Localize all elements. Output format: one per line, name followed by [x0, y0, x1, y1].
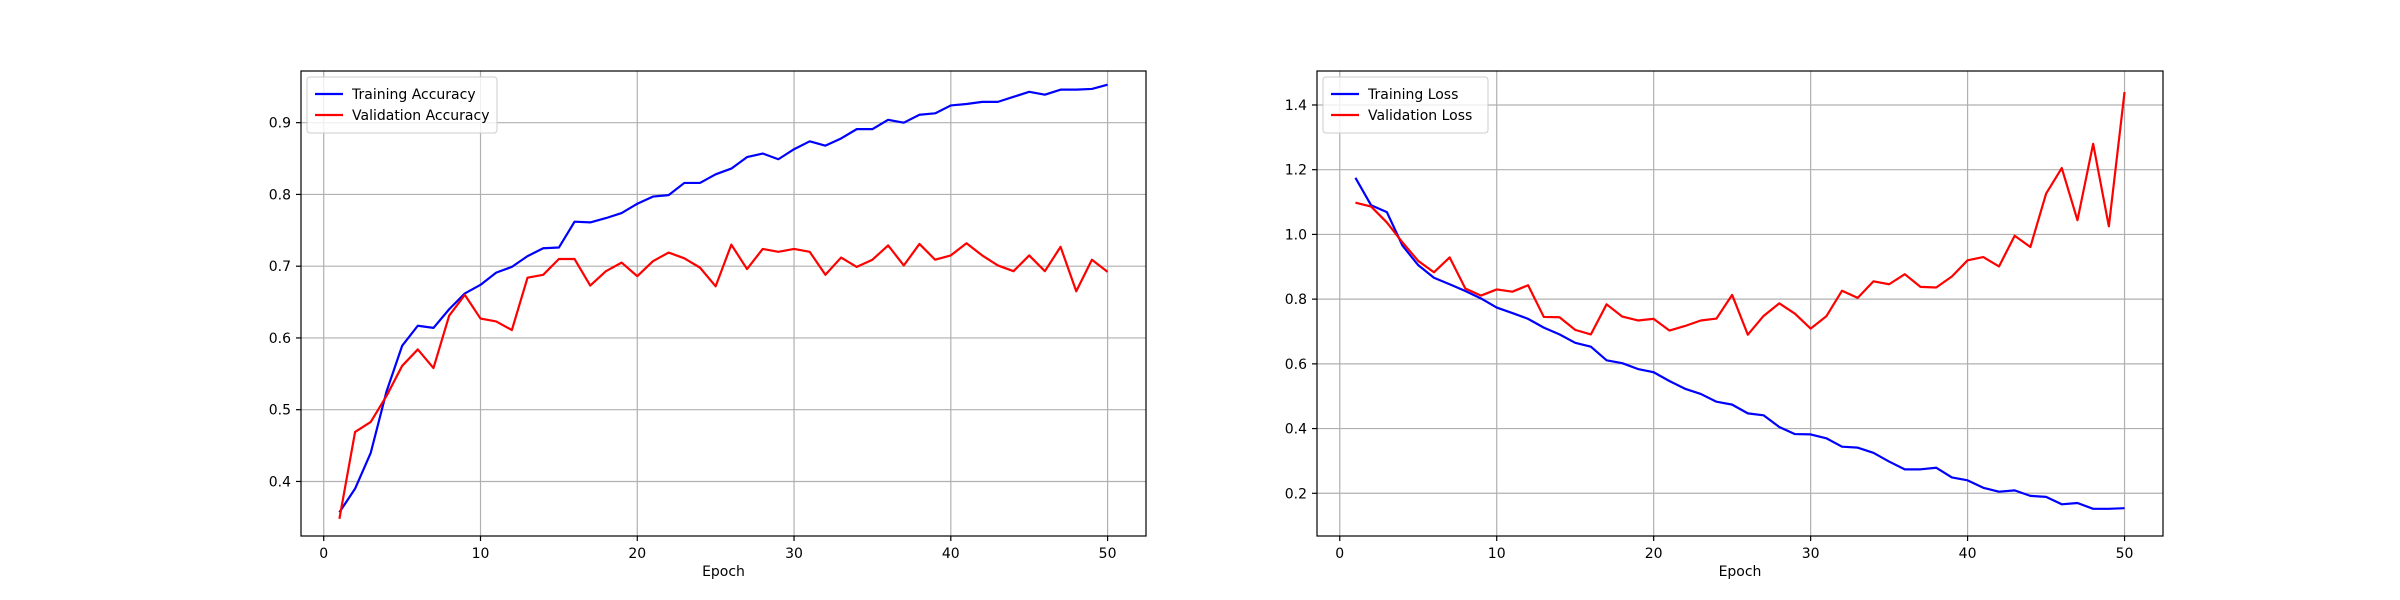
accuracy-x-tick-label: 0 — [319, 546, 328, 562]
accuracy-legend-box — [306, 76, 498, 134]
loss-y-tick-label: 1.0 — [1285, 227, 1307, 243]
loss-series-validation-loss-line — [1355, 91, 2126, 336]
accuracy-y-tick-label: 0.5 — [269, 403, 291, 419]
loss-legend-label-validation-loss: Validation Loss — [1368, 108, 1472, 124]
accuracy-series-validation-accuracy-line — [338, 242, 1109, 519]
accuracy-axes-frame — [300, 70, 1147, 537]
loss-y-tick-label: 0.8 — [1285, 292, 1307, 308]
loss-chart-panel: 0 10 20 30 40 50 0.2 0.4 0.6 0.8 1.0 1.2 1.4 Epoch Tra… — [1285, 70, 2164, 580]
loss-x-axis-label: Epoch — [1719, 564, 1762, 580]
accuracy-legend-label-validation-accuracy: Validation Accuracy — [352, 108, 490, 124]
loss-x-tick-label: 20 — [1645, 546, 1663, 562]
accuracy-x-tick-label: 40 — [942, 546, 960, 562]
loss-x-tick-label: 30 — [1802, 546, 1820, 562]
loss-x-tick-label: 50 — [2116, 546, 2134, 562]
accuracy-chart-panel: 0 10 20 30 40 50 0.4 0.5 0.6 0.7 0.8 0.9 Epoch Traini… — [269, 70, 1147, 580]
accuracy-y-tick-label: 0.9 — [269, 116, 291, 132]
accuracy-y-tick-label: 0.6 — [269, 331, 291, 347]
loss-y-tick-label: 0.4 — [1285, 422, 1307, 438]
loss-series-training-loss-line — [1354, 177, 2125, 510]
loss-y-tick-label: 0.6 — [1285, 357, 1307, 373]
accuracy-y-tick-label: 0.4 — [269, 474, 291, 490]
accuracy-x-tick-label: 10 — [472, 546, 490, 562]
loss-x-tick-label: 0 — [1335, 546, 1344, 562]
accuracy-x-tick-label: 30 — [785, 546, 803, 562]
accuracy-x-tick-label: 20 — [628, 546, 646, 562]
accuracy-legend-label-training-accuracy: Training Accuracy — [351, 87, 476, 103]
loss-axes-frame — [1316, 70, 2164, 537]
loss-legend-label-training-loss: Training Loss — [1367, 87, 1458, 103]
loss-y-tick-label: 0.2 — [1285, 486, 1307, 502]
accuracy-y-tick-label: 0.8 — [269, 187, 291, 203]
loss-x-tick-label: 40 — [1959, 546, 1977, 562]
accuracy-series-training-accuracy-line — [338, 83, 1108, 513]
accuracy-x-axis-label: Epoch — [702, 564, 745, 580]
loss-y-tick-label: 1.4 — [1285, 98, 1307, 114]
loss-legend-box — [1322, 76, 1489, 134]
loss-y-tick-label: 1.2 — [1285, 163, 1307, 179]
accuracy-x-tick-label: 50 — [1099, 546, 1117, 562]
loss-x-tick-label: 10 — [1488, 546, 1506, 562]
accuracy-y-tick-label: 0.7 — [269, 259, 291, 275]
